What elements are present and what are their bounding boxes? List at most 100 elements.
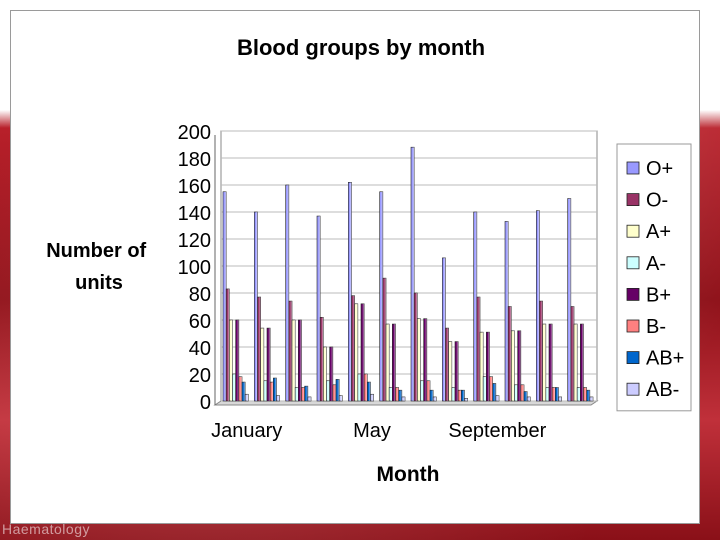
bar <box>351 295 355 402</box>
bar <box>457 389 462 402</box>
bar <box>445 327 449 402</box>
bar <box>486 331 490 402</box>
bar <box>464 397 468 402</box>
bar <box>273 377 277 402</box>
bar <box>329 346 334 402</box>
bar <box>392 323 396 402</box>
bar <box>323 346 327 402</box>
y-tick-label: 0 <box>200 392 211 414</box>
bar <box>589 396 594 402</box>
bar <box>451 387 456 402</box>
bar <box>448 341 453 402</box>
legend-item: AB+ <box>626 348 684 370</box>
bar <box>307 396 312 402</box>
x-axis-label: Month <box>377 463 440 486</box>
bar <box>395 387 399 402</box>
bar <box>301 387 305 402</box>
bar <box>335 379 340 402</box>
bar <box>410 146 415 402</box>
bar <box>482 376 487 402</box>
y-tick-label: 160 <box>178 176 211 198</box>
legend: O+ O- A+ A- B+ B- AB+ AB- <box>616 143 692 412</box>
bar <box>570 306 575 402</box>
legend-label: A+ <box>646 221 671 243</box>
y-tick-label: 20 <box>189 365 211 387</box>
bar <box>576 387 581 402</box>
bar <box>548 323 553 402</box>
bar <box>583 387 587 402</box>
legend-label: A- <box>646 253 666 275</box>
bar <box>360 303 365 402</box>
bar <box>348 182 352 402</box>
bar <box>363 373 368 402</box>
bar <box>542 323 547 402</box>
bar <box>285 184 290 402</box>
bar <box>379 191 384 402</box>
bar <box>367 381 371 402</box>
bar <box>432 396 437 402</box>
bar <box>517 330 522 402</box>
legend-swatch <box>626 287 640 301</box>
bar <box>229 319 233 402</box>
bar <box>545 387 550 402</box>
x-tick-label: September <box>448 420 546 442</box>
legend-swatch <box>626 193 640 207</box>
bar <box>507 306 512 402</box>
bar <box>385 323 390 402</box>
bar <box>316 215 321 402</box>
bar <box>479 331 484 402</box>
bar <box>398 389 403 402</box>
legend-swatch <box>626 351 640 365</box>
bar <box>454 341 459 402</box>
bar <box>382 277 387 402</box>
y-tick-label: 120 <box>178 230 211 252</box>
y-tick-label: 100 <box>178 257 211 279</box>
bar <box>332 384 337 402</box>
legend-item: A+ <box>626 221 671 243</box>
bar <box>413 292 418 402</box>
bar <box>244 393 249 402</box>
bar-chart: Blood groups by month Number of units Mo… <box>46 35 692 486</box>
legend-label: AB- <box>646 379 679 401</box>
footer-watermark: Haematology <box>2 521 90 537</box>
y-tick-label: 180 <box>178 149 211 171</box>
chart-panel: Blood groups by month Number of units Mo… <box>10 10 700 524</box>
bar <box>476 296 481 402</box>
bar <box>235 319 240 402</box>
bar <box>238 376 243 402</box>
bar <box>294 387 299 402</box>
bar <box>241 381 246 402</box>
bar <box>269 381 274 402</box>
legend-item: B+ <box>626 284 671 306</box>
plot-area: 0 20 40 60 80 100 120 140 160 180 200 January May Sep… <box>178 122 599 442</box>
bar <box>298 319 302 402</box>
legend-box <box>616 143 692 412</box>
bar <box>511 330 515 402</box>
x-tick-label: May <box>353 420 391 442</box>
y-tick-label: 40 <box>189 338 211 360</box>
bar <box>417 318 421 402</box>
bar <box>370 393 374 402</box>
bar <box>426 380 431 402</box>
bar <box>489 376 493 402</box>
legend-label: AB+ <box>646 348 684 370</box>
bar <box>473 211 478 402</box>
bar <box>357 373 362 402</box>
bar <box>580 323 584 402</box>
legend-swatch <box>626 319 640 333</box>
bar <box>558 396 562 402</box>
bar <box>291 319 296 402</box>
y-tick-label: 140 <box>178 203 211 225</box>
legend-label: O- <box>646 190 668 212</box>
bar <box>232 373 236 402</box>
chart-title: Blood groups by month <box>237 35 485 60</box>
legend-swatch <box>626 256 640 270</box>
legend-swatch <box>626 382 640 396</box>
bar <box>401 396 406 402</box>
bar <box>260 327 265 402</box>
bar <box>388 387 393 402</box>
bar <box>266 327 271 402</box>
y-tick-label: 80 <box>189 284 211 306</box>
legend-label: B- <box>646 316 666 338</box>
bar <box>495 395 500 402</box>
